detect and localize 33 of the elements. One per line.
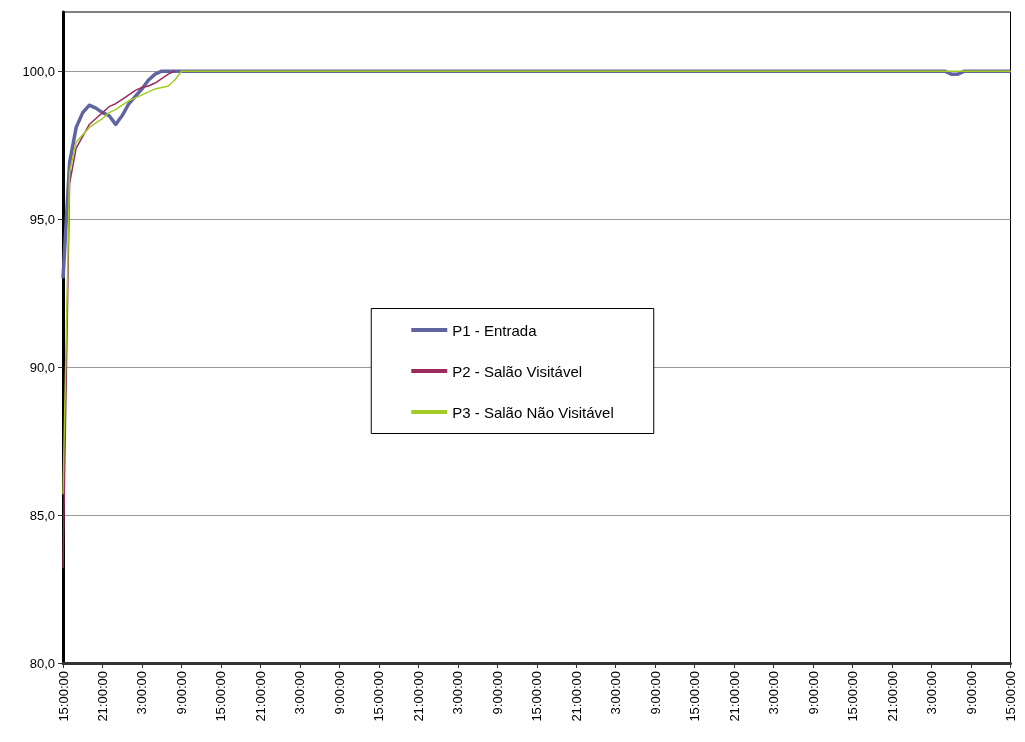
y-tick-label: 85,0	[29, 507, 55, 523]
x-tick-label: 21:00:00	[410, 671, 426, 722]
x-tick-label: 15:00:00	[371, 671, 387, 722]
x-tick-label: 15:00:00	[1003, 671, 1018, 722]
y-tick-label: 100,0	[22, 63, 55, 79]
x-tick-label: 15:00:00	[845, 671, 861, 722]
x-tick-label: 3:00:00	[450, 671, 466, 715]
x-tick-label: 9:00:00	[331, 671, 347, 715]
x-tick-label: 9:00:00	[173, 671, 189, 715]
x-tick-label: 3:00:00	[292, 671, 308, 715]
legend-label: P2 - Salão Visitável	[452, 362, 583, 380]
legend-label: P3 - Salão Não Visitável	[452, 403, 614, 421]
x-tick-label: 9:00:00	[963, 671, 979, 715]
x-tick-label: 21:00:00	[568, 671, 584, 722]
y-tick-label: 95,0	[29, 211, 55, 227]
x-tick-label: 21:00:00	[884, 671, 900, 722]
x-tick-label: 21:00:00	[726, 671, 742, 722]
x-tick-label: 21:00:00	[94, 671, 110, 722]
x-tick-label: 15:00:00	[213, 671, 229, 722]
x-tick-label: 3:00:00	[608, 671, 624, 715]
x-tick-label: 15:00:00	[55, 671, 71, 722]
x-tick-label: 9:00:00	[647, 671, 663, 715]
legend-label: P1 - Entrada	[452, 321, 538, 339]
x-tick-label: 9:00:00	[489, 671, 505, 715]
x-tick-label: 15:00:00	[687, 671, 703, 722]
y-tick-label: 80,0	[29, 655, 55, 671]
y-tick-label: 90,0	[29, 359, 55, 375]
x-tick-label: 3:00:00	[134, 671, 150, 715]
x-tick-label: 9:00:00	[805, 671, 821, 715]
x-tick-label: 3:00:00	[924, 671, 940, 715]
x-tick-label: 3:00:00	[766, 671, 782, 715]
x-tick-label: 15:00:00	[529, 671, 545, 722]
x-tick-label: 21:00:00	[252, 671, 268, 722]
